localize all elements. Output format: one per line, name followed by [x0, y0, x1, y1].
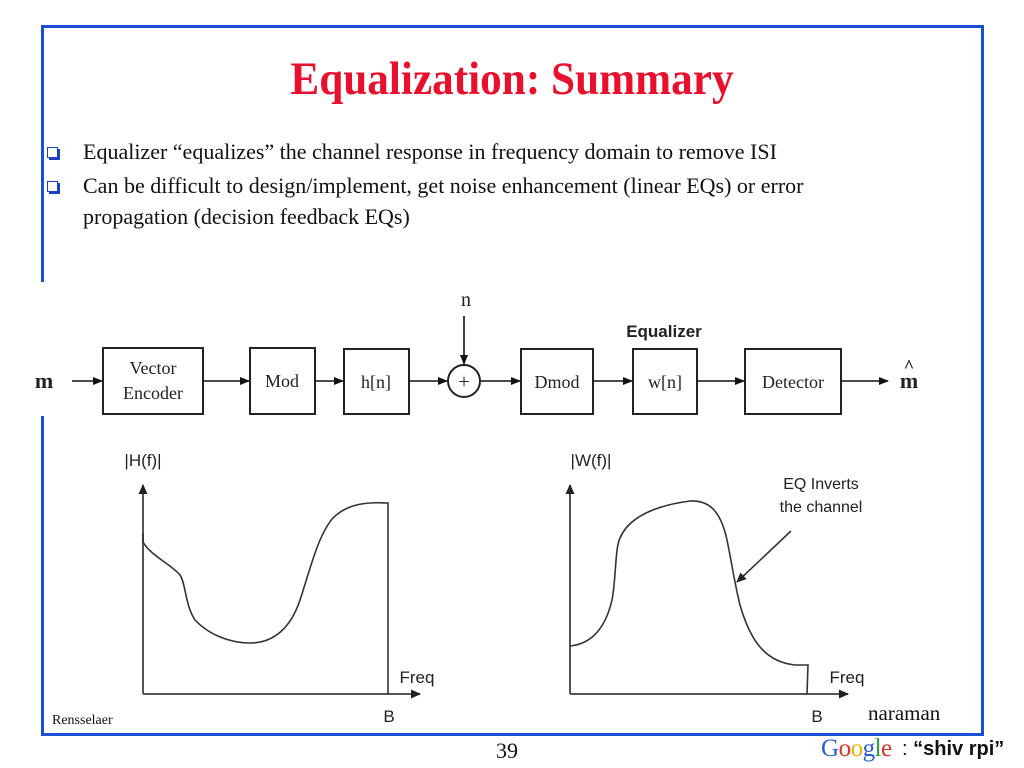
logo-letter: o — [838, 735, 852, 762]
noise-label: n — [461, 289, 471, 311]
block-diagram: m Vector Encoder Mod h[n] + n Dmod w[n] … — [35, 289, 918, 415]
adder-symbol: + — [458, 371, 469, 393]
equalizer-response-plot: |W(f)| Freq B EQ Inverts the channel — [565, 451, 865, 726]
bullet-text-1: Equalizer “equalizes” the channel respon… — [83, 136, 777, 167]
logo-letter: l — [874, 735, 882, 762]
channel-response-plot: |H(f)| Freq B — [124, 451, 434, 726]
block-label: Dmod — [535, 372, 580, 392]
logo-letter: o — [850, 735, 864, 762]
annotation-line-1: EQ Inverts — [783, 476, 859, 493]
y-axis-label: |H(f)| — [124, 451, 161, 470]
output-label: m — [900, 368, 918, 393]
x-tick-b: B — [811, 707, 822, 726]
y-axis-label: |W(f)| — [571, 451, 612, 470]
slide-title: Equalization: Summary — [290, 53, 734, 105]
bullet-line: Equalizer “equalizes” the channel respon… — [83, 139, 777, 164]
annotation-arrow-icon — [736, 530, 792, 583]
logo-letter: e — [881, 735, 892, 762]
block-label: Detector — [762, 372, 824, 392]
separator: : — [902, 738, 914, 760]
footer-author: naraman — [868, 701, 941, 725]
x-tick-b: B — [383, 707, 394, 726]
hat-icon: ^ — [904, 356, 914, 376]
frequency-plots: |H(f)| Freq B |W(f)| Freq B EQ Inverts t… — [124, 451, 865, 726]
page-number: 39 — [496, 738, 518, 763]
annotation-line-2: the channel — [780, 499, 863, 516]
logo-letter: g — [862, 735, 876, 762]
logo-letter: G — [821, 735, 839, 762]
square-bullet-icon — [47, 147, 58, 158]
x-axis-label: Freq — [400, 668, 435, 687]
x-axis-label: Freq — [830, 668, 865, 687]
bullet-line: propagation (decision feedback EQs) — [83, 204, 410, 229]
google-logo: Google — [821, 735, 892, 763]
bullet-line: Can be difficult to design/implement, ge… — [83, 173, 804, 198]
footer-institution: Rensselaer — [52, 713, 113, 728]
input-label: m — [35, 368, 53, 393]
block-label: Encoder — [123, 383, 183, 403]
adder-icon — [447, 364, 481, 398]
block-label: w[n] — [648, 372, 682, 392]
channel-curve — [142, 501, 389, 694]
block-label: h[n] — [361, 372, 391, 392]
search-query: “shiv rpi” — [913, 738, 1005, 760]
block-label: Mod — [265, 371, 299, 391]
square-bullet-icon — [47, 181, 58, 192]
equalizer-curve — [569, 500, 809, 695]
bullet-text-2: Can be difficult to design/implement, ge… — [83, 170, 803, 232]
search-hint: : “shiv rpi” — [902, 738, 1004, 761]
block-label: Vector — [130, 358, 177, 378]
equalizer-label: Equalizer — [626, 322, 702, 341]
